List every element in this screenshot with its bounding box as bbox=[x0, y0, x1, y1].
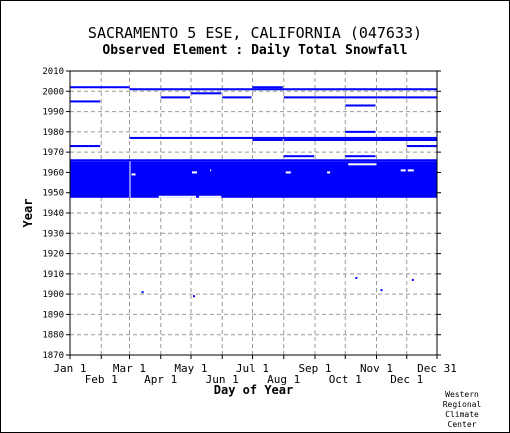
y-tick-label: 1880 bbox=[42, 331, 64, 341]
y-tick-label: 1930 bbox=[42, 229, 64, 239]
x-tick-label: Nov 1 bbox=[360, 362, 393, 375]
data-gap bbox=[129, 161, 131, 198]
chart-title: SACRAMENTO 5 ESE, CALIFORNIA (047633) bbox=[87, 24, 423, 42]
x-tick-label: Dec 1 bbox=[390, 373, 423, 386]
data-segment bbox=[252, 138, 283, 141]
data-segment bbox=[190, 92, 222, 95]
data-point bbox=[355, 276, 358, 279]
x-tick-label: Jul 1 bbox=[236, 362, 269, 375]
data-segment bbox=[252, 86, 283, 89]
y-tick-label: 2000 bbox=[42, 87, 64, 97]
data-segment bbox=[70, 86, 130, 89]
data-segment bbox=[345, 104, 376, 107]
y-tick-label: 1900 bbox=[42, 290, 64, 300]
data-block bbox=[70, 161, 437, 198]
data-marks bbox=[70, 86, 437, 298]
y-tick-label: 2010 bbox=[42, 67, 64, 77]
credit-line: Regional bbox=[442, 400, 482, 409]
data-segment bbox=[345, 130, 376, 133]
data-segment bbox=[406, 145, 437, 148]
x-tick-label: Feb 1 bbox=[85, 373, 118, 386]
y-axis-title: Year bbox=[21, 199, 35, 228]
y-tick-label: 1940 bbox=[42, 209, 64, 219]
data-gap bbox=[407, 169, 414, 172]
data-gap bbox=[199, 195, 222, 198]
data-point bbox=[411, 278, 414, 281]
data-segment bbox=[222, 96, 252, 99]
data-segment bbox=[70, 100, 101, 103]
y-tick-label: 1910 bbox=[42, 270, 64, 280]
y-tick-label: 1980 bbox=[42, 128, 64, 138]
x-axis-title: Day of Year bbox=[214, 383, 293, 397]
data-gap bbox=[210, 169, 212, 172]
x-tick-label: Aug 1 bbox=[267, 373, 300, 386]
credit-line: Western bbox=[445, 390, 479, 399]
x-tick-label: Mar 1 bbox=[113, 362, 146, 375]
chart-subtitle: Observed Element : Daily Total Snowfall bbox=[102, 43, 408, 58]
y-tick-label: 1950 bbox=[42, 189, 64, 199]
y-tick-label: 1960 bbox=[42, 168, 64, 178]
x-tick-label: Apr 1 bbox=[144, 373, 177, 386]
credit-line: Center bbox=[447, 420, 477, 429]
y-tick-label: 1990 bbox=[42, 108, 64, 118]
x-tick-label: Sep 1 bbox=[298, 362, 331, 375]
data-point bbox=[193, 295, 196, 298]
grid-lines bbox=[69, 70, 438, 356]
x-tick-label: Oct 1 bbox=[329, 373, 362, 386]
data-segment bbox=[283, 96, 437, 99]
credit-block: Western Regional Climate Center bbox=[432, 390, 492, 430]
y-tick-label: 1890 bbox=[42, 310, 64, 320]
data-segment bbox=[345, 155, 376, 158]
data-point bbox=[380, 289, 383, 292]
data-gap bbox=[327, 171, 331, 174]
data-gap bbox=[131, 173, 136, 176]
data-gap bbox=[191, 171, 198, 174]
x-tick-label: Jun 1 bbox=[206, 373, 239, 386]
y-ticks: 1870 1880 1890 1900 1910 1920 1930 1940 1950 1960… bbox=[42, 67, 441, 361]
credit-line: Climate bbox=[445, 410, 479, 419]
data-segment bbox=[283, 155, 314, 158]
data-segment bbox=[70, 159, 437, 162]
x-tick-label: Jan 1 bbox=[53, 362, 86, 375]
y-tick-label: 1870 bbox=[42, 351, 64, 361]
data-segment bbox=[129, 88, 437, 91]
data-segment bbox=[129, 136, 437, 139]
data-gap bbox=[158, 195, 197, 198]
x-tick-label: Dec 31 bbox=[417, 362, 457, 375]
data-gap bbox=[285, 171, 291, 174]
data-point bbox=[141, 291, 144, 294]
y-tick-label: 1920 bbox=[42, 250, 64, 260]
data-gap bbox=[400, 169, 406, 172]
data-segment bbox=[160, 96, 190, 99]
data-gap bbox=[348, 163, 377, 166]
y-tick-label: 1970 bbox=[42, 148, 64, 158]
data-segment bbox=[70, 145, 101, 148]
data-segment bbox=[283, 138, 437, 141]
x-tick-label: May 1 bbox=[174, 362, 207, 375]
